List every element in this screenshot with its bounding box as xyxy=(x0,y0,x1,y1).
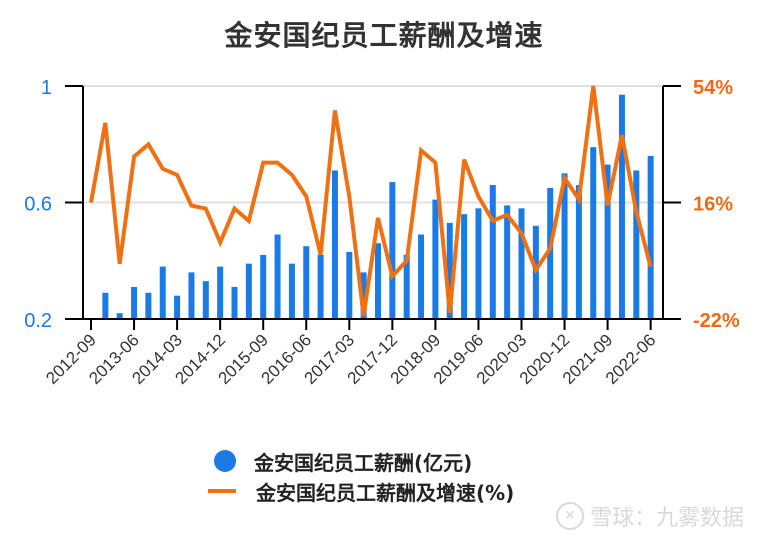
bar[interactable] xyxy=(475,208,482,319)
bar[interactable] xyxy=(590,147,597,319)
legend-item-bar[interactable]: 金安国纪员工薪酬(亿元) xyxy=(212,446,514,476)
legend-bar-label: 金安国纪员工薪酬(亿元) xyxy=(254,450,473,475)
bar[interactable] xyxy=(489,185,496,319)
svg-text:1: 1 xyxy=(41,77,52,99)
bar[interactable] xyxy=(317,254,324,319)
bar[interactable] xyxy=(389,182,396,319)
bar[interactable] xyxy=(561,173,568,319)
legend-item-line[interactable]: 金安国纪员工薪酬及增速(%) xyxy=(208,476,515,506)
bar-legend-swatch-icon xyxy=(214,450,236,472)
legend-line-label: 金安国纪员工薪酬及增速(%) xyxy=(256,480,515,505)
bar[interactable] xyxy=(260,254,267,319)
bar[interactable] xyxy=(331,170,338,319)
bar[interactable] xyxy=(647,155,654,319)
chart-title: 金安国纪员工薪酬及增速 xyxy=(224,19,544,52)
bar[interactable] xyxy=(174,295,181,319)
snowball-logo-icon: ✕ xyxy=(556,502,584,530)
bar[interactable] xyxy=(303,246,310,319)
bar[interactable] xyxy=(446,222,453,319)
bar[interactable] xyxy=(102,292,109,319)
legend: 金安国纪员工薪酬(亿元) 金安国纪员工薪酬及增速(%) xyxy=(208,446,515,506)
combo-chart: 10.60.254%16%-22%2012-092013-062014-0320… xyxy=(24,77,740,388)
bar[interactable] xyxy=(116,313,123,319)
svg-text:54%: 54% xyxy=(693,77,733,99)
svg-text:-22%: -22% xyxy=(693,310,740,332)
bar[interactable] xyxy=(547,187,554,319)
line-series xyxy=(89,85,653,317)
bar[interactable] xyxy=(504,205,511,319)
bar[interactable] xyxy=(159,266,166,319)
bar[interactable] xyxy=(604,164,611,319)
bar[interactable] xyxy=(202,281,209,319)
bar[interactable] xyxy=(461,214,468,319)
bar[interactable] xyxy=(375,243,381,319)
bar[interactable] xyxy=(403,254,410,319)
bar[interactable] xyxy=(145,292,152,319)
svg-text:16%: 16% xyxy=(693,194,733,216)
bar-series xyxy=(102,94,654,319)
bar[interactable] xyxy=(217,266,224,319)
bar[interactable] xyxy=(575,185,582,319)
bar[interactable] xyxy=(245,263,252,319)
bar[interactable] xyxy=(360,272,367,319)
watermark-text: 雪球：九雾数据 xyxy=(590,506,745,531)
bar[interactable] xyxy=(288,263,295,319)
bar[interactable] xyxy=(432,199,439,319)
bar[interactable] xyxy=(274,234,281,319)
bar[interactable] xyxy=(418,234,425,319)
svg-text:0.6: 0.6 xyxy=(24,194,52,216)
bar[interactable] xyxy=(346,252,353,319)
bar[interactable] xyxy=(618,94,625,319)
bar[interactable] xyxy=(188,272,195,319)
bar[interactable] xyxy=(633,170,640,319)
axes xyxy=(65,85,681,330)
watermark: ✕ 雪球：九雾数据 xyxy=(556,500,744,532)
bar[interactable] xyxy=(131,286,138,319)
bar[interactable] xyxy=(518,208,525,319)
svg-text:0.2: 0.2 xyxy=(24,310,52,332)
line-legend-swatch-icon xyxy=(208,489,236,493)
bar[interactable] xyxy=(231,286,238,319)
